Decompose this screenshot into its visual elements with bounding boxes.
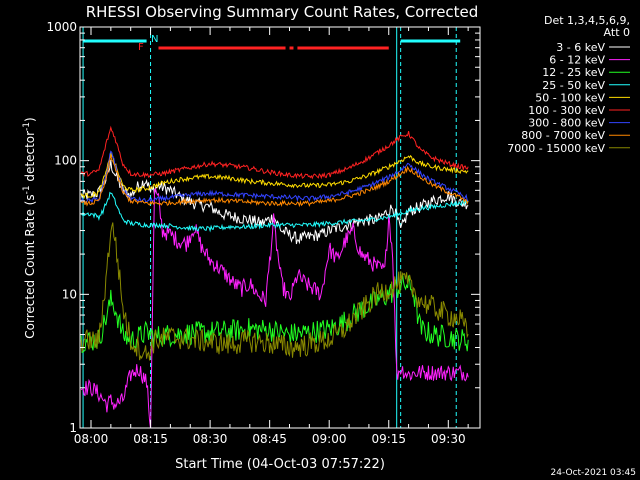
y-axis-label-main: Corrected Count Rate (s [23, 194, 37, 338]
flag-label-n: N [151, 34, 158, 45]
legend-label-1: 6 - 12 keV [549, 54, 605, 67]
legend-label-3: 25 - 50 keV [542, 79, 605, 92]
y-axis-label-sup2: -1 [22, 122, 32, 131]
x-tick-label-5: 09:15 [371, 432, 406, 446]
y-tick-label-3: 1000 [46, 20, 77, 34]
legend-label-2: 12 - 25 keV [542, 66, 605, 79]
legend-header-0: Det 1,3,4,5,6,9, [544, 14, 630, 27]
x-tick-label-2: 08:30 [193, 432, 228, 446]
x-tick-label-0: 08:00 [74, 432, 109, 446]
timestamp: 24-Oct-2021 03:45 [551, 468, 636, 478]
series-line-3 [80, 191, 469, 233]
series-line-5 [80, 125, 469, 180]
y-tick-label-0: 1 [69, 421, 77, 435]
flag-label-f: F [138, 42, 144, 53]
x-tick-label-4: 09:00 [312, 432, 347, 446]
y-axis-label-sup1: -1 [22, 185, 32, 194]
x-axis-label: Start Time (04-Oct-03 07:57:22) [175, 457, 385, 472]
series-line-1 [80, 187, 469, 428]
legend-label-8: 7000 - 15000 keV [507, 142, 605, 155]
x-tick-label-6: 09:30 [431, 432, 466, 446]
series-line-6 [80, 150, 469, 204]
legend-label-7: 800 - 7000 keV [521, 129, 605, 142]
legend-header-1: Att 0 [604, 26, 630, 39]
y-tick-label-2: 100 [54, 154, 77, 168]
series-line-2 [80, 274, 469, 354]
plot-frame [79, 26, 481, 429]
legend-label-6: 300 - 800 keV [528, 117, 605, 130]
chart-title: RHESSI Observing Summary Count Rates, Co… [86, 3, 479, 21]
series-line-8 [80, 222, 469, 361]
y-axis-label: Corrected Count Rate (s-1 detector-1) [22, 117, 37, 338]
series-line-7 [80, 154, 469, 208]
legend-label-5: 100 - 300 keV [528, 104, 605, 117]
legend-label-0: 3 - 6 keV [556, 41, 605, 54]
legend-label-4: 50 - 100 keV [535, 91, 605, 104]
y-axis-label-end: ) [23, 117, 37, 122]
x-tick-label-1: 08:15 [133, 432, 168, 446]
y-axis-label-mid: detector [23, 131, 37, 186]
x-tick-label-3: 08:45 [252, 432, 287, 446]
y-tick-label-1: 10 [62, 287, 77, 301]
series-line-4 [80, 151, 469, 200]
